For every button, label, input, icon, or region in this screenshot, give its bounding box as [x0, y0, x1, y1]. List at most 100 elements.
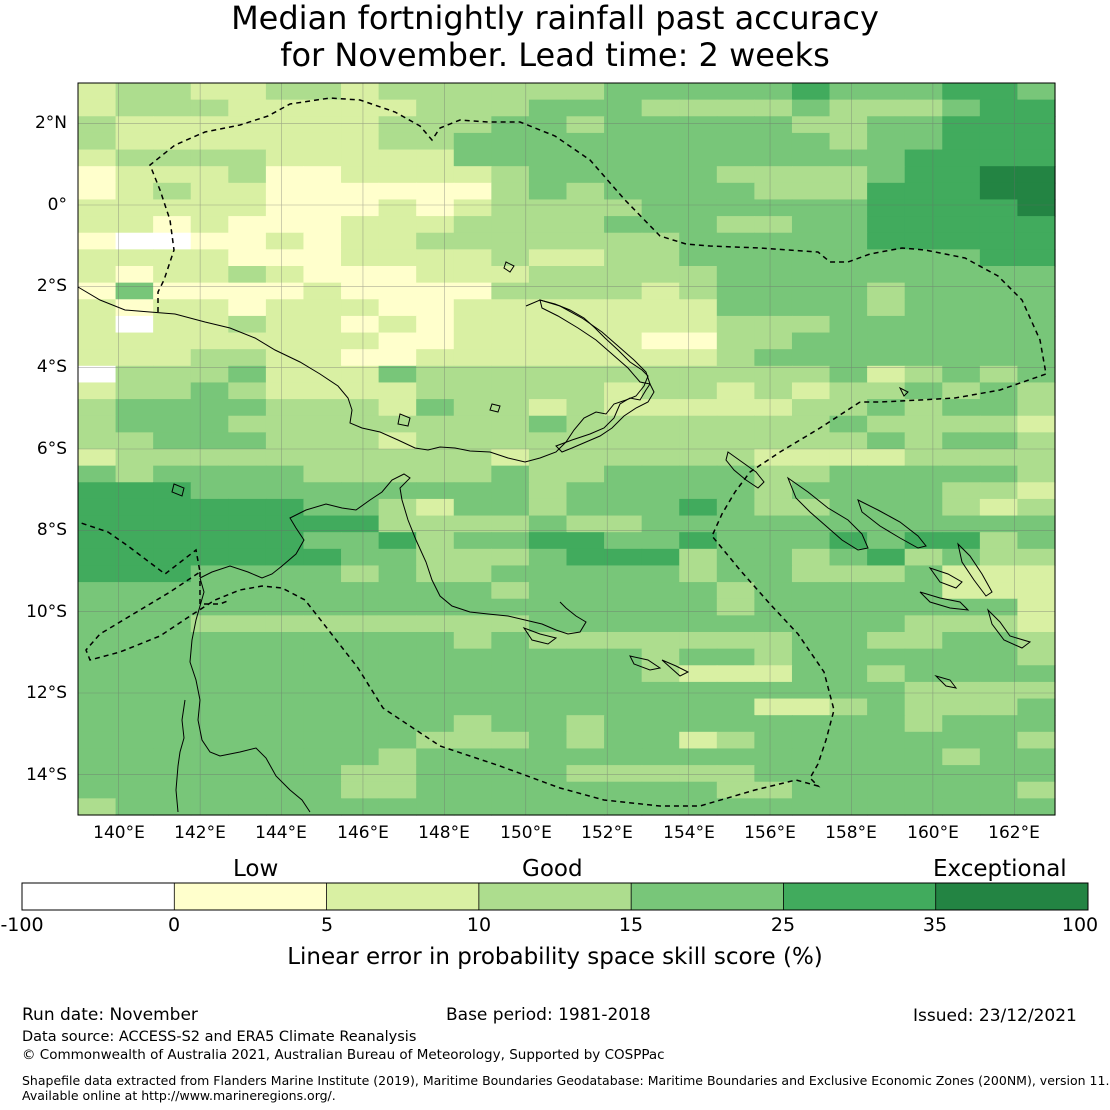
heatmap-cell	[979, 232, 1019, 250]
heatmap-cell	[378, 665, 417, 683]
heatmap-cell	[566, 781, 605, 799]
heatmap-cell	[228, 282, 267, 300]
heatmap-cell	[416, 432, 455, 450]
heatmap-cell	[528, 332, 568, 350]
heatmap-cell	[78, 182, 117, 201]
heatmap-cell	[604, 415, 643, 433]
heatmap-cell	[679, 332, 718, 350]
heatmap-cell	[378, 149, 417, 167]
lon-label-146E: 146°E	[337, 823, 389, 843]
heatmap-cell	[754, 565, 793, 583]
heatmap-cell	[716, 698, 755, 716]
heatmap-cell	[153, 665, 192, 683]
heatmap-cell	[679, 365, 718, 384]
heatmap-cell	[190, 182, 229, 201]
heatmap-cell	[228, 116, 267, 134]
heatmap-cell	[453, 798, 492, 816]
heatmap-cell	[716, 565, 755, 583]
heatmap-cell	[153, 781, 192, 799]
heatmap-cell	[303, 266, 342, 284]
heatmap-cell	[303, 665, 342, 683]
heatmap-cell	[153, 698, 192, 716]
heatmap-cell	[265, 315, 305, 334]
heatmap-cell	[904, 515, 943, 533]
heatmap-cell	[904, 83, 943, 101]
heatmap-cell	[1017, 415, 1056, 433]
heatmap-cell	[716, 116, 755, 134]
heatmap-cell	[228, 482, 267, 500]
heatmap-cell	[942, 515, 981, 533]
heatmap-cell	[78, 365, 117, 384]
heatmap-cell	[979, 349, 1019, 367]
heatmap-cell	[942, 798, 981, 816]
heatmap-cell	[453, 232, 492, 250]
heatmap-cell	[78, 449, 117, 467]
heatmap-cell	[566, 166, 605, 184]
heatmap-cell	[528, 83, 568, 101]
lon-label-144E: 144°E	[255, 823, 307, 843]
heatmap-cell	[303, 582, 342, 600]
heatmap-cell	[491, 648, 530, 666]
heatmap-cell	[190, 399, 229, 417]
heatmap-cell	[942, 382, 981, 400]
heatmap-cell	[378, 399, 417, 417]
heatmap-cell	[416, 199, 455, 217]
heatmap-cell	[1017, 266, 1056, 284]
heatmap-cell	[416, 249, 455, 267]
heatmap-cell	[115, 415, 154, 433]
heatmap-cell	[378, 615, 417, 633]
heatmap-cell	[942, 332, 981, 350]
heatmap-cell	[265, 598, 305, 616]
heatmap-cell	[190, 166, 229, 184]
heatmap-cell	[303, 282, 342, 300]
heatmap-cell	[1017, 315, 1056, 334]
heatmap-cell	[979, 648, 1019, 666]
heatmap-cell	[1017, 765, 1056, 783]
heatmap-cell	[416, 765, 455, 783]
heatmap-cell	[115, 532, 154, 550]
heatmap-cell	[78, 249, 117, 267]
data-source: Data source: ACCESS-S2 and ERA5 Climate …	[22, 1029, 417, 1045]
heatmap-cell	[641, 515, 680, 533]
heatmap-cell	[228, 681, 267, 700]
heatmap-cell	[604, 598, 643, 616]
heatmap-cell	[228, 249, 267, 267]
heatmap-cell	[641, 365, 680, 384]
heatmap-cell	[1017, 681, 1056, 700]
heatmap-cell	[754, 299, 793, 317]
heatmap-cell	[566, 116, 605, 134]
heatmap-cell	[566, 132, 605, 151]
heatmap-cell	[979, 482, 1019, 500]
heatmap-cell	[829, 349, 868, 367]
heatmap-cell	[716, 515, 755, 533]
heatmap-cell	[265, 365, 305, 384]
heatmap-cell	[416, 698, 455, 716]
heatmap-cell	[641, 715, 680, 733]
heatmap-cell	[378, 282, 417, 300]
heatmap-cell	[228, 798, 267, 816]
heatmap-cell	[791, 731, 831, 750]
heatmap-cell	[604, 266, 643, 284]
heatmap-cell	[416, 582, 455, 600]
heatmap-cell	[528, 781, 568, 799]
heatmap-cell	[153, 548, 192, 567]
copyright: © Commonwealth of Australia 2021, Austra…	[22, 1047, 665, 1063]
heatmap-cell	[265, 482, 305, 500]
heatmap-cell	[979, 99, 1019, 117]
heatmap-cell	[78, 715, 117, 733]
heatmap-cell	[867, 532, 906, 550]
heatmap-cell	[453, 515, 492, 533]
heatmap-cell	[904, 548, 943, 567]
heatmap-cell	[641, 665, 680, 683]
heatmap-cell	[604, 349, 643, 367]
heatmap-cell	[791, 182, 831, 201]
heatmap-cell	[453, 498, 492, 517]
heatmap-cell	[867, 598, 906, 616]
heatmap-cell	[453, 648, 492, 666]
heatmap-cell	[566, 365, 605, 384]
heatmap-cell	[1017, 182, 1056, 201]
heatmap-cell	[904, 665, 943, 683]
heatmap-cell	[867, 582, 906, 600]
heatmap-cell	[566, 515, 605, 533]
